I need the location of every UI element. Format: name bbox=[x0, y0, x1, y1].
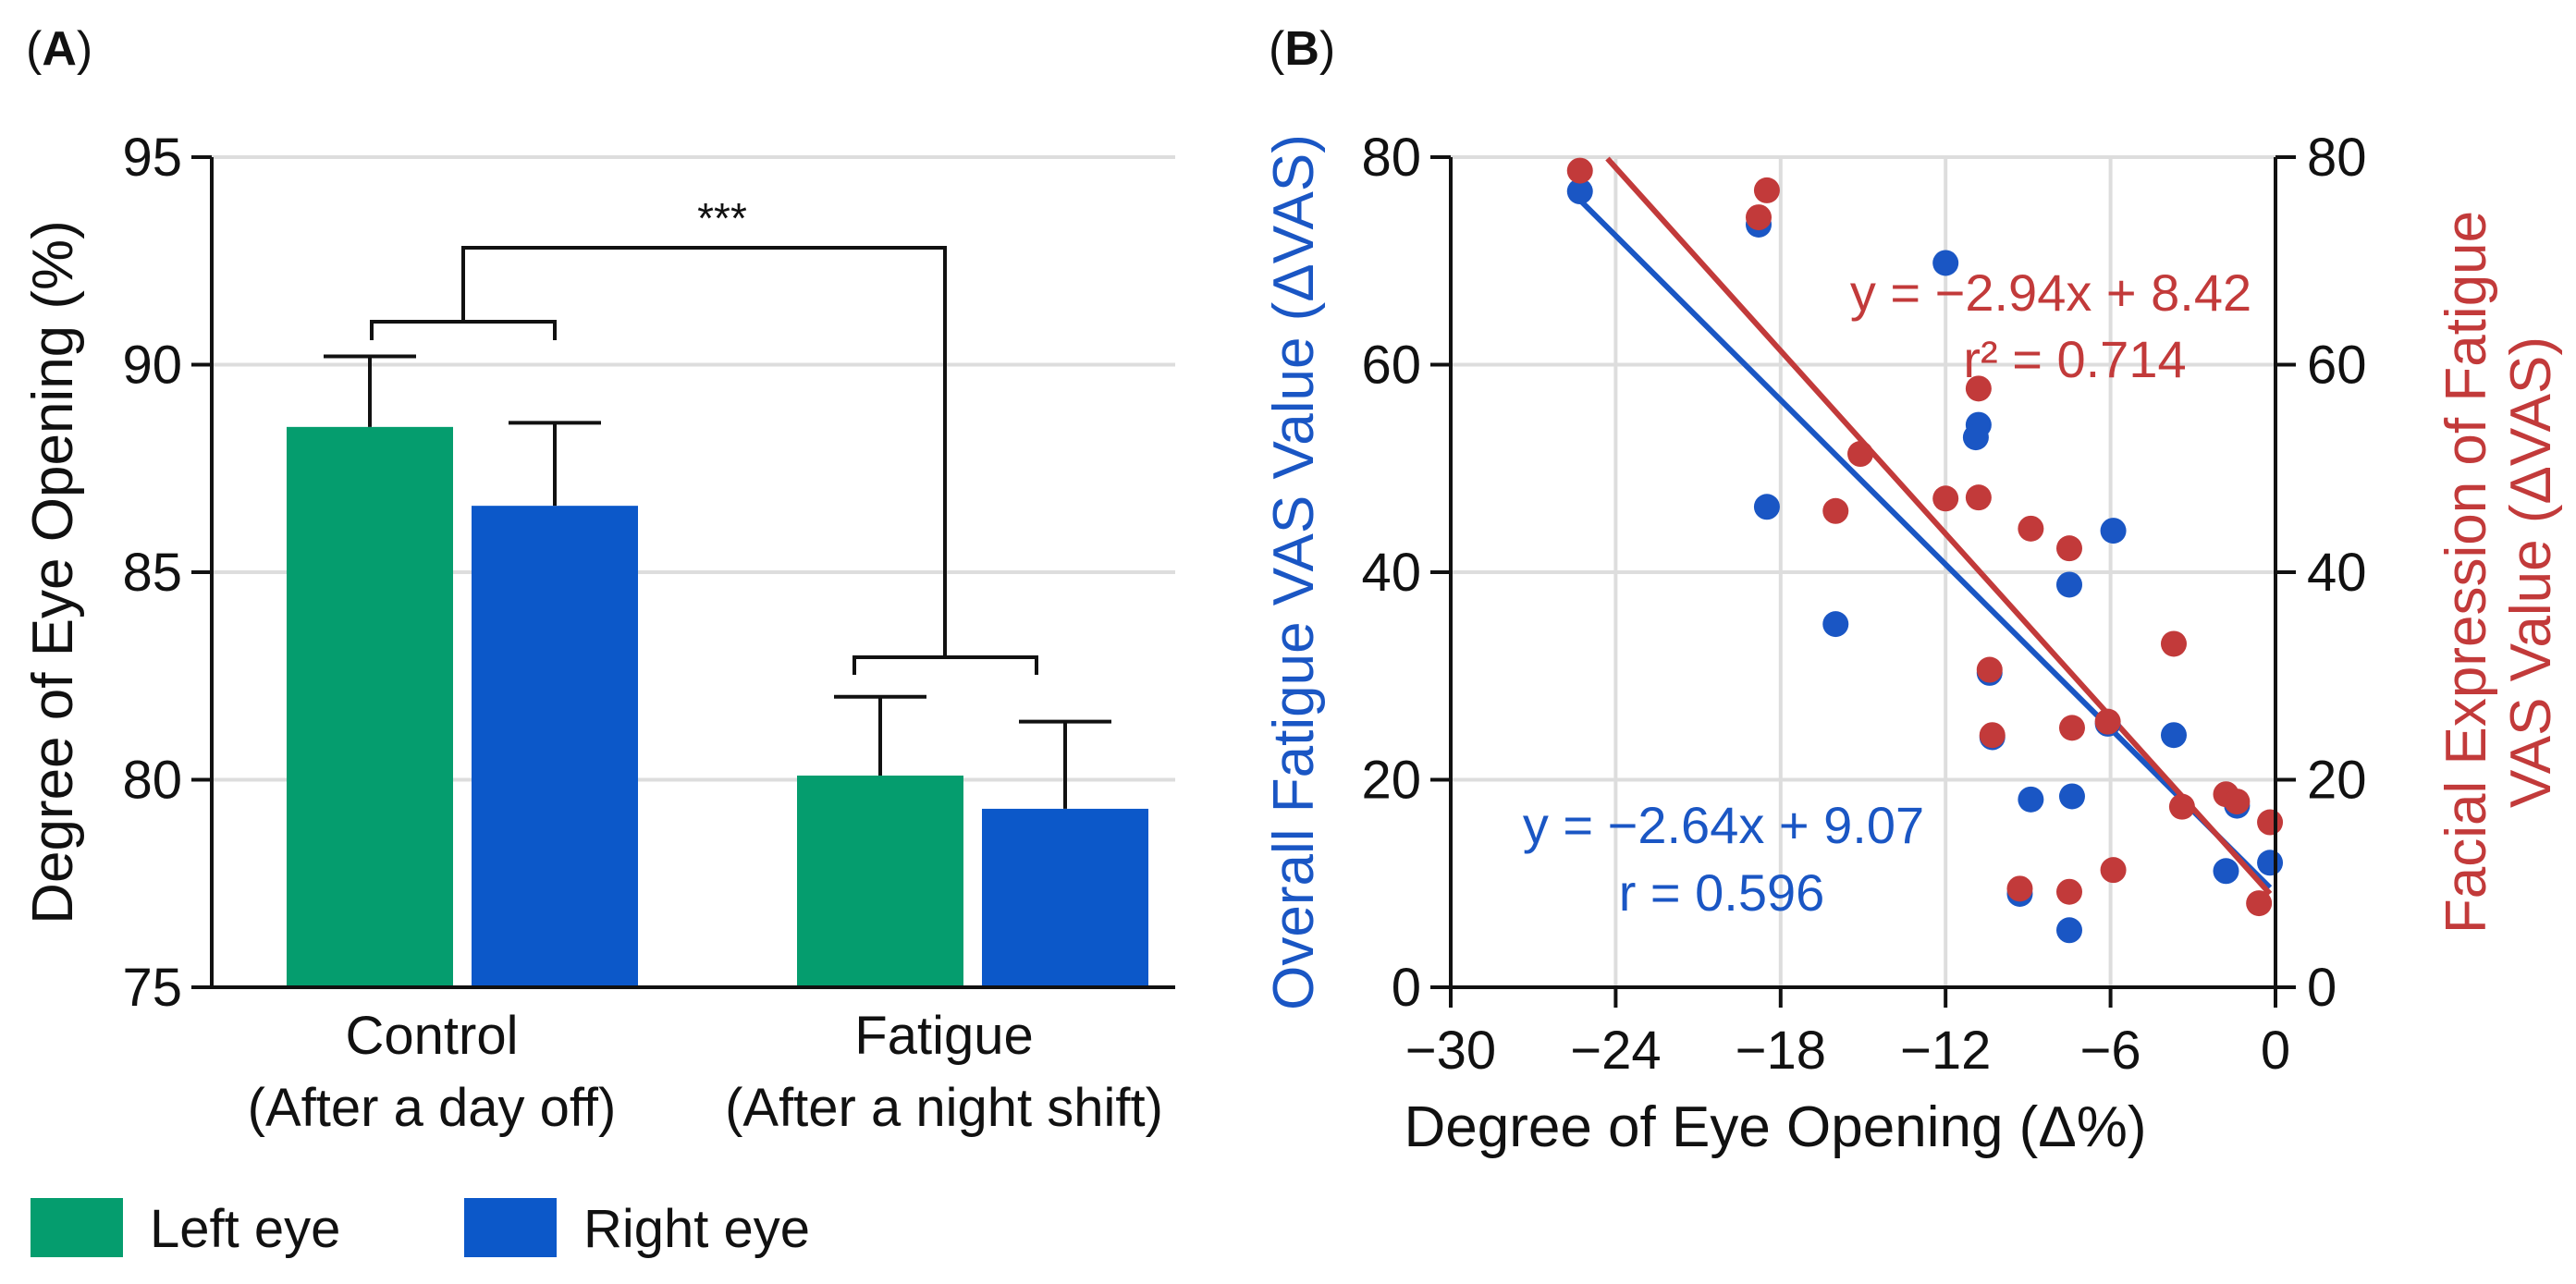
significance-marker: *** bbox=[697, 194, 747, 242]
right-y-tick-label-40: 40 bbox=[2307, 543, 2367, 603]
regression-line-facial-expression-of-fatigue-vas bbox=[1605, 156, 2273, 896]
y-tick-label-75: 75 bbox=[122, 958, 182, 1018]
legend-label-left-eye: Left eye bbox=[150, 1199, 340, 1259]
bar-right-eye-fatigue bbox=[982, 808, 1148, 987]
panel-a-y-ticks: 75 80 85 90 95 bbox=[122, 128, 212, 1018]
point-facial-expression-of-fatigue-vas-0 bbox=[1566, 157, 1593, 184]
point-facial-expression-of-fatigue-vas-17 bbox=[2160, 630, 2187, 657]
x-tick-label-0: −30 bbox=[1405, 1021, 1496, 1081]
point-facial-expression-of-fatigue-vas-14 bbox=[2058, 715, 2085, 741]
facial-regression-equation: y = −2.94x + 8.42 bbox=[1850, 263, 2251, 322]
x-tick-label-3: −12 bbox=[1900, 1021, 1991, 1081]
point-facial-expression-of-fatigue-vas-13 bbox=[2056, 878, 2082, 905]
x-tick-label-5: 0 bbox=[2261, 1021, 2290, 1081]
panel-a-error-bars bbox=[324, 354, 1111, 809]
bar-left-eye-control bbox=[287, 426, 453, 988]
point-overall-fatigue-vas-4 bbox=[1932, 250, 1959, 276]
point-overall-fatigue-vas-0 bbox=[1566, 178, 1593, 205]
right-y-tick-label-20: 20 bbox=[2307, 751, 2367, 811]
point-facial-expression-of-fatigue-vas-22 bbox=[2257, 809, 2284, 836]
control-pair-bracket bbox=[370, 320, 557, 340]
right-y-tick-label-0: 0 bbox=[2307, 958, 2337, 1018]
legend-swatch-left-eye bbox=[31, 1198, 123, 1257]
panel-b-regression-lines bbox=[1577, 156, 2273, 896]
y-tick-label-95: 95 bbox=[122, 128, 182, 188]
point-facial-expression-of-fatigue-vas-8 bbox=[1976, 656, 2003, 683]
point-facial-expression-of-fatigue-vas-4 bbox=[1847, 441, 1874, 468]
panel-b-right-y-axis-title-line1: Facial Expression of Fatigue bbox=[2435, 211, 2498, 934]
panel-b-x-axis-title: Degree of Eye Opening (Δ%) bbox=[1404, 1095, 2146, 1159]
point-facial-expression-of-fatigue-vas-21 bbox=[2246, 890, 2273, 917]
bar-left-eye-fatigue bbox=[797, 776, 963, 987]
legend: Left eye Right eye bbox=[31, 1198, 810, 1259]
point-facial-expression-of-fatigue-vas-20 bbox=[2224, 789, 2251, 815]
category-sublabel-control: (After a day off) bbox=[248, 1078, 617, 1138]
point-facial-expression-of-fatigue-vas-10 bbox=[2006, 875, 2033, 902]
left-y-tick-label-80: 80 bbox=[1361, 128, 1421, 188]
facial-regression-r-squared: r² = 0.714 bbox=[1963, 330, 2186, 388]
significance-brackets bbox=[370, 246, 1038, 675]
point-overall-fatigue-vas-11 bbox=[2056, 571, 2082, 598]
point-facial-expression-of-fatigue-vas-18 bbox=[2168, 793, 2195, 820]
category-sublabel-fatigue: (After a night shift) bbox=[725, 1078, 1163, 1138]
y-tick-label-85: 85 bbox=[122, 543, 182, 603]
panel-b-right-y-axis-title-line2: VAS Value (ΔVAS) bbox=[2499, 336, 2563, 808]
point-facial-expression-of-fatigue-vas-11 bbox=[2018, 515, 2044, 542]
point-facial-expression-of-fatigue-vas-1 bbox=[1746, 204, 1773, 231]
panel-a-y-axis-title: Degree of Eye Opening (%) bbox=[21, 220, 85, 924]
point-facial-expression-of-fatigue-vas-12 bbox=[2056, 535, 2082, 562]
point-overall-fatigue-vas-16 bbox=[2160, 722, 2187, 749]
panel-b-scatter-points bbox=[1566, 157, 2284, 944]
between-group-bracket bbox=[461, 246, 947, 657]
point-overall-fatigue-vas-2 bbox=[1753, 494, 1780, 520]
category-label-control: Control bbox=[346, 1006, 519, 1066]
point-overall-fatigue-vas-17 bbox=[2213, 858, 2239, 885]
point-overall-fatigue-vas-3 bbox=[1822, 611, 1849, 638]
panel-b-left-y-axis-title: Overall Fatigue VAS Value (ΔVAS) bbox=[1262, 134, 1326, 1010]
point-overall-fatigue-vas-19 bbox=[2257, 850, 2284, 876]
y-tick-label-80: 80 bbox=[122, 751, 182, 811]
y-tick-label-90: 90 bbox=[122, 336, 182, 396]
panel-a: (A) 75 80 85 90 95 Degree of Eye Opening (%)… bbox=[21, 22, 1175, 1259]
left-y-tick-label-20: 20 bbox=[1361, 751, 1421, 811]
panel-a-bars bbox=[287, 426, 1148, 988]
category-label-fatigue: Fatigue bbox=[854, 1006, 1033, 1066]
fatigue-pair-bracket bbox=[853, 655, 1038, 675]
point-facial-expression-of-fatigue-vas-3 bbox=[1822, 497, 1849, 524]
panel-b-label: (B) bbox=[1269, 22, 1335, 76]
panel-b-gridlines bbox=[1451, 155, 2275, 987]
point-facial-expression-of-fatigue-vas-2 bbox=[1753, 177, 1780, 203]
point-facial-expression-of-fatigue-vas-15 bbox=[2094, 708, 2121, 735]
x-tick-label-2: −18 bbox=[1736, 1021, 1826, 1081]
x-tick-label-1: −24 bbox=[1570, 1021, 1661, 1081]
left-y-tick-label-60: 60 bbox=[1361, 336, 1421, 396]
legend-label-right-eye: Right eye bbox=[583, 1199, 810, 1259]
point-facial-expression-of-fatigue-vas-5 bbox=[1932, 485, 1959, 512]
point-facial-expression-of-fatigue-vas-9 bbox=[1979, 722, 2006, 749]
left-y-tick-label-40: 40 bbox=[1361, 543, 1421, 603]
left-y-tick-label-0: 0 bbox=[1392, 958, 1421, 1018]
x-tick-label-4: −6 bbox=[2080, 1021, 2141, 1081]
point-overall-fatigue-vas-15 bbox=[2100, 518, 2127, 544]
regression-line-overall-fatigue-vas bbox=[1577, 198, 2273, 890]
point-overall-fatigue-vas-12 bbox=[2056, 917, 2082, 944]
point-overall-fatigue-vas-10 bbox=[2018, 786, 2044, 813]
right-y-tick-label-80: 80 bbox=[2307, 128, 2367, 188]
point-overall-fatigue-vas-6 bbox=[1962, 424, 1989, 451]
bar-right-eye-control bbox=[472, 506, 638, 987]
point-facial-expression-of-fatigue-vas-16 bbox=[2100, 857, 2127, 884]
point-facial-expression-of-fatigue-vas-7 bbox=[1965, 375, 1992, 402]
panel-a-label: (A) bbox=[26, 22, 92, 76]
overall-regression-r: r = 0.596 bbox=[1619, 863, 1825, 922]
right-y-tick-label-60: 60 bbox=[2307, 336, 2367, 396]
point-overall-fatigue-vas-13 bbox=[2058, 783, 2085, 810]
overall-regression-equation: y = −2.64x + 9.07 bbox=[1523, 796, 1924, 854]
point-facial-expression-of-fatigue-vas-6 bbox=[1965, 484, 1992, 511]
legend-swatch-right-eye bbox=[464, 1198, 557, 1257]
